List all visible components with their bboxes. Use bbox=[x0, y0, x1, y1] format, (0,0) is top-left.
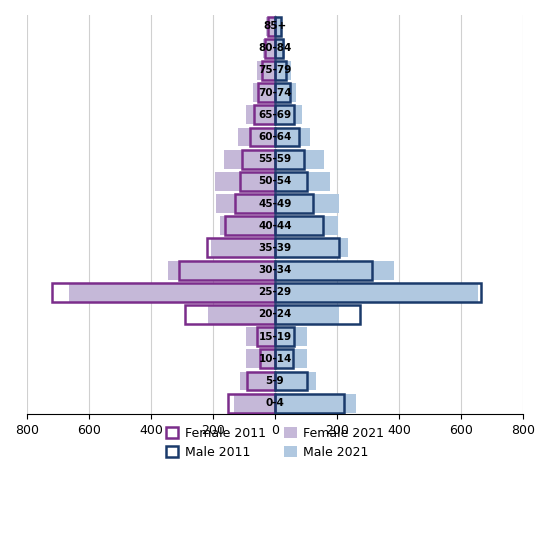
Bar bbox=[275, 105, 294, 124]
Bar bbox=[263, 39, 275, 58]
Text: 30-34: 30-34 bbox=[258, 265, 292, 275]
Bar bbox=[275, 305, 339, 324]
Text: 60-64: 60-64 bbox=[258, 132, 292, 142]
Legend: Female 2011, Male 2011, Female 2021, Male 2021: Female 2011, Male 2011, Female 2021, Mal… bbox=[161, 422, 389, 464]
Text: 10-14: 10-14 bbox=[258, 354, 292, 364]
Bar bbox=[275, 283, 481, 302]
Bar bbox=[275, 305, 360, 324]
Bar bbox=[240, 172, 275, 191]
Bar bbox=[208, 305, 275, 324]
Text: 75-79: 75-79 bbox=[258, 66, 292, 75]
Text: 55-59: 55-59 bbox=[258, 154, 292, 164]
Bar bbox=[268, 17, 275, 36]
Bar bbox=[220, 216, 275, 235]
Bar bbox=[275, 194, 313, 213]
Bar bbox=[179, 261, 275, 279]
Bar bbox=[275, 261, 394, 279]
Bar bbox=[275, 216, 338, 235]
Bar bbox=[257, 327, 275, 346]
Bar bbox=[226, 216, 275, 235]
Bar bbox=[275, 172, 306, 191]
Bar bbox=[275, 239, 348, 257]
Bar bbox=[265, 39, 275, 58]
Text: 70-74: 70-74 bbox=[258, 88, 292, 98]
Text: 35-39: 35-39 bbox=[258, 243, 292, 253]
Bar bbox=[228, 394, 275, 413]
Bar bbox=[275, 216, 323, 235]
Bar bbox=[275, 83, 290, 102]
Bar bbox=[275, 372, 316, 390]
Bar bbox=[275, 128, 299, 146]
Bar bbox=[254, 105, 275, 124]
Bar bbox=[211, 239, 275, 257]
Bar bbox=[262, 61, 275, 80]
Bar bbox=[240, 372, 275, 390]
Bar bbox=[234, 394, 275, 413]
Bar bbox=[275, 394, 356, 413]
Text: 85+: 85+ bbox=[263, 21, 287, 31]
Text: 50-54: 50-54 bbox=[258, 176, 292, 186]
Bar bbox=[275, 349, 293, 368]
Text: 40-44: 40-44 bbox=[258, 221, 292, 231]
Bar bbox=[207, 239, 275, 257]
Bar bbox=[69, 283, 275, 302]
Bar bbox=[275, 61, 286, 80]
Bar bbox=[275, 172, 330, 191]
Bar bbox=[246, 349, 275, 368]
Bar bbox=[275, 372, 306, 390]
Bar bbox=[216, 194, 275, 213]
Text: 25-29: 25-29 bbox=[258, 287, 292, 297]
Bar bbox=[275, 394, 344, 413]
Bar bbox=[245, 105, 275, 124]
Bar bbox=[275, 194, 339, 213]
Bar bbox=[247, 372, 275, 390]
Bar bbox=[252, 83, 275, 102]
Bar bbox=[275, 239, 339, 257]
Bar bbox=[275, 327, 294, 346]
Bar bbox=[243, 150, 275, 169]
Bar bbox=[275, 61, 291, 80]
Bar bbox=[214, 172, 275, 191]
Bar bbox=[185, 305, 275, 324]
Bar bbox=[238, 128, 275, 146]
Bar bbox=[275, 349, 306, 368]
Bar bbox=[275, 283, 478, 302]
Text: 45-49: 45-49 bbox=[258, 199, 292, 209]
Text: 5-9: 5-9 bbox=[266, 376, 284, 386]
Bar bbox=[235, 194, 275, 213]
Text: 20-24: 20-24 bbox=[258, 310, 292, 319]
Bar bbox=[246, 327, 275, 346]
Bar bbox=[258, 83, 275, 102]
Text: 0-4: 0-4 bbox=[266, 398, 284, 408]
Bar bbox=[275, 128, 310, 146]
Bar bbox=[275, 150, 304, 169]
Text: 80-84: 80-84 bbox=[258, 43, 292, 53]
Bar bbox=[275, 17, 282, 36]
Bar bbox=[275, 327, 306, 346]
Bar bbox=[275, 150, 324, 169]
Bar bbox=[275, 105, 302, 124]
Bar bbox=[52, 283, 275, 302]
Bar bbox=[168, 261, 275, 279]
Bar bbox=[275, 261, 372, 279]
Bar bbox=[260, 349, 275, 368]
Bar bbox=[275, 39, 283, 58]
Bar bbox=[275, 17, 280, 36]
Text: 65-69: 65-69 bbox=[258, 110, 292, 120]
Bar bbox=[250, 128, 275, 146]
Bar bbox=[275, 83, 296, 102]
Text: 15-19: 15-19 bbox=[258, 332, 292, 342]
Bar bbox=[257, 61, 275, 80]
Bar bbox=[266, 17, 275, 36]
Bar bbox=[224, 150, 275, 169]
Bar bbox=[275, 39, 285, 58]
